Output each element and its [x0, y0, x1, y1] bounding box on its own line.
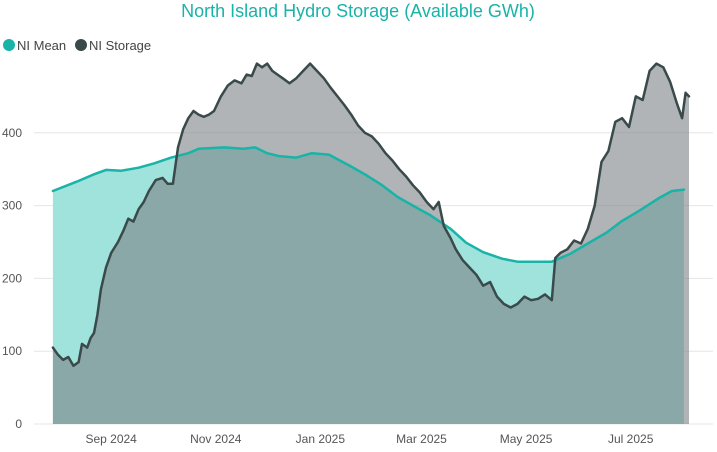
x-tick-label-sep-2024: Sep 2024 [85, 432, 137, 446]
line-ni-storage[interactable] [51, 62, 691, 368]
chart-title: North Island Hydro Storage (Available GW… [181, 1, 535, 21]
x-tick-label-may-2025: May 2025 [500, 432, 553, 446]
line-ni-mean[interactable] [51, 146, 686, 263]
x-axis: Sep 2024 Nov 2024 Jan 2025 Mar 2025 May 2025… [85, 432, 653, 446]
series-areas [52, 63, 689, 424]
legend-item-ni-storage[interactable]: NI Storage [75, 38, 151, 53]
legend[interactable]: NI Mean NI Storage [3, 38, 151, 53]
y-tick-label-300: 300 [2, 199, 22, 213]
x-tick-label-mar-2025: Mar 2025 [396, 432, 447, 446]
legend-item-ni-mean[interactable]: NI Mean [3, 38, 66, 53]
area-ni-storage [52, 63, 689, 424]
y-tick-label-0: 0 [15, 417, 22, 431]
legend-marker-ni-mean [3, 39, 15, 51]
x-tick-label-jan-2025: Jan 2025 [296, 432, 346, 446]
legend-label-ni-storage: NI Storage [89, 38, 151, 53]
y-axis: 0 100 200 300 400 [2, 126, 22, 431]
legend-label-ni-mean: NI Mean [17, 38, 66, 53]
legend-marker-ni-storage [75, 39, 87, 51]
x-tick-label-jul-2025: Jul 2025 [608, 432, 654, 446]
y-tick-label-200: 200 [2, 271, 22, 285]
y-tick-label-400: 400 [2, 126, 22, 140]
series-lines [51, 62, 691, 368]
x-tick-label-nov-2024: Nov 2024 [190, 432, 242, 446]
y-tick-label-100: 100 [2, 344, 22, 358]
